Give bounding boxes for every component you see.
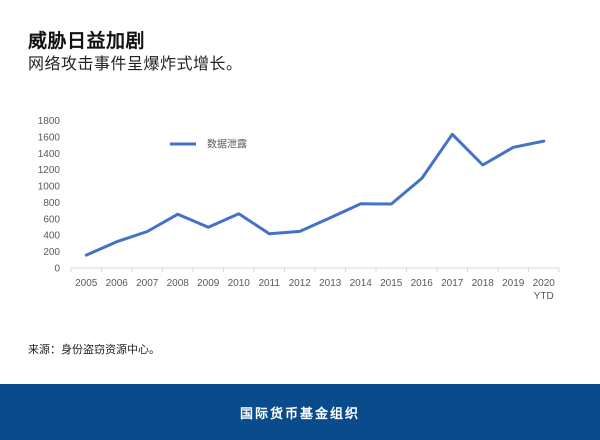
x-tick-label: 2017 <box>441 278 464 289</box>
footer-band: 国际货币基金组织 <box>0 384 600 440</box>
y-axis: 0 200 400 600 800 1000 1200 1400 1600 1800 <box>38 116 61 275</box>
legend-label: 数据泄露 <box>207 138 247 151</box>
x-tick-sublabel: YTD <box>534 291 554 302</box>
y-tick-label: 1200 <box>38 165 61 176</box>
chart-title: 威胁日益加剧 <box>28 30 146 52</box>
chart-subtitle: 网络攻击事件呈爆炸式增长。 <box>28 54 243 73</box>
x-tick-label: 2014 <box>350 278 373 289</box>
x-tick-label: 2016 <box>411 278 434 289</box>
x-tick-label: 2018 <box>472 278 495 289</box>
y-tick-label: 400 <box>43 231 60 242</box>
series-line-data-breaches <box>84 132 546 257</box>
y-tick-label: 200 <box>43 247 60 258</box>
y-tick-label: 1000 <box>38 182 61 193</box>
y-tick-label: 1800 <box>38 116 61 127</box>
x-tick-label: 2012 <box>289 278 312 289</box>
x-tick-label: 2007 <box>136 278 159 289</box>
x-tick-label: 2011 <box>258 278 280 289</box>
y-tick-label: 1400 <box>38 149 61 160</box>
x-tick-label: 2008 <box>167 278 190 289</box>
x-axis: 2005 2006 2007 2008 2009 2010 2011 2012 2013 2014… <box>70 267 560 302</box>
legend: 数据泄露 <box>170 138 247 151</box>
x-tick-label: 2010 <box>228 278 251 289</box>
footer-org-name: 国际货币基金组织 <box>239 406 360 422</box>
y-tick-label: 0 <box>54 264 60 275</box>
x-tick-label: 2005 <box>75 278 98 289</box>
y-tick-label: 600 <box>43 214 60 225</box>
y-tick-label: 1600 <box>38 132 61 143</box>
y-tick-label: 800 <box>43 198 60 209</box>
source-note: 来源：身份盗窃资源中心。 <box>28 343 160 356</box>
x-tick-label: 2009 <box>197 278 220 289</box>
x-tick-label: 2006 <box>106 278 129 289</box>
x-tick-label: 2020 <box>533 278 556 289</box>
x-tick-label: 2019 <box>502 278 525 289</box>
x-tick-label: 2013 <box>319 278 342 289</box>
x-tick-label: 2015 <box>380 278 403 289</box>
